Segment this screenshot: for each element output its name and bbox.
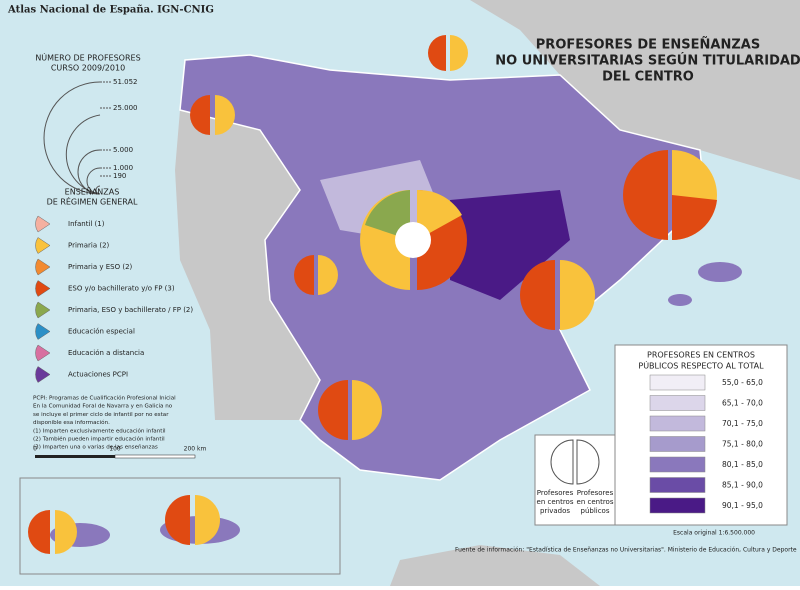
title-line: PROFESORES DE ENSEÑANZAS (536, 37, 760, 53)
size-label: 5.000 (113, 146, 133, 154)
pie-legend-label: Profesores (537, 489, 574, 497)
category-label: Educación especial (68, 328, 135, 336)
choropleth-label: 90,1 - 95,0 (722, 501, 763, 510)
choropleth-swatch (649, 436, 706, 452)
category-swatch (35, 323, 51, 340)
pies (28, 35, 717, 554)
pie-legend-label: Profesores (577, 489, 614, 497)
scale-label: 100 (109, 446, 121, 453)
category-legend-title: DE RÉGIMEN GENERAL (47, 196, 138, 207)
pie-legend-label: públicos (581, 507, 610, 515)
choropleth-swatch (649, 456, 706, 473)
choropleth-swatch (649, 497, 706, 514)
category-swatch (35, 237, 51, 254)
balearic (698, 262, 742, 282)
scale-label: 0 (33, 446, 37, 453)
category-swatch (35, 301, 51, 319)
size-label: 25.000 (113, 104, 138, 112)
notes: PCPI: Programas de Cualificación Profesi… (33, 395, 176, 451)
choropleth-swatch (649, 415, 706, 432)
choropleth-label: 70,1 - 75,0 (722, 419, 763, 428)
size-legend-title: NÚMERO DE PROFESORES (35, 52, 140, 63)
choropleth-title: PÚBLICOS RESPECTO AL TOTAL (638, 360, 764, 371)
pie-legend-left (550, 439, 574, 485)
category-label: ESO y/o bachillerato y/o FP (3) (68, 285, 175, 293)
category-label: Primaria, ESO y bachillerato / FP (2) (68, 306, 193, 314)
source: Fuente de información: "Estadística de E… (455, 547, 797, 554)
balearic (668, 294, 692, 306)
region-dark (450, 190, 570, 300)
category-label: Educación a distancia (68, 349, 144, 357)
note: se incluye el primer ciclo de infantil p… (33, 412, 169, 418)
pie-legend-box (534, 434, 616, 526)
choropleth-title: PROFESORES EN CENTROS (647, 351, 755, 360)
scale-bar (35, 454, 196, 459)
note: (2) También pueden impartir educación in… (33, 436, 165, 443)
category-swatch (35, 344, 51, 362)
choropleth-swatch (649, 477, 706, 493)
choropleth-label: 80,1 - 85,0 (722, 460, 763, 469)
size-label: 51.052 (113, 78, 138, 86)
portugal (175, 110, 320, 420)
scale-text: Escala original 1:6.500.000 (673, 530, 755, 537)
choropleth-swatch (649, 395, 706, 411)
choropleth-label: 55,0 - 65,0 (722, 378, 763, 387)
africa (390, 545, 600, 586)
note: disponible esa información. (33, 419, 110, 426)
size-legend-title: CURSO 2009/2010 (51, 64, 125, 73)
choropleth-label: 75,1 - 80,0 (722, 440, 763, 449)
category-swatch (35, 280, 51, 297)
pie-legend-label: en centros (577, 498, 614, 506)
title-line: NO UNIVERSITARIAS SEGÚN TITULARIDAD (495, 53, 800, 69)
category-legend-title: ENSEÑANZAS (65, 187, 120, 197)
pie-legend-label: en centros (537, 498, 574, 506)
category-swatch (35, 215, 51, 233)
credit: Atlas Nacional de España. IGN-CNIG (7, 5, 214, 16)
category-swatch (35, 366, 51, 383)
category-label: Primaria y ESO (2) (68, 263, 133, 271)
category-label: Infantil (1) (68, 220, 105, 228)
size-label: 190 (113, 172, 126, 180)
pie-legend-label: privados (540, 507, 570, 515)
choropleth-swatch (649, 374, 706, 391)
choropleth-label: 85,1 - 90,0 (722, 481, 763, 490)
france (470, 0, 800, 180)
note: (1) Imparten exclusivamente educación in… (33, 427, 166, 434)
category-label: Primaria (2) (68, 242, 110, 250)
scale-label: 200 km (184, 446, 207, 453)
note: En la Comunidad Foral de Navarra y en Ga… (33, 404, 173, 410)
pie-legend-right (576, 439, 600, 485)
category-swatch (35, 258, 51, 276)
scale-labels: 0 100 200 km (33, 446, 206, 453)
category-label: Actuaciones PCPI (68, 371, 128, 379)
note: (3) Imparten una o varias de las enseñan… (33, 445, 158, 451)
size-label: 1.000 (113, 164, 133, 172)
title-line: DEL CENTRO (602, 70, 694, 85)
note: PCPI: Programas de Cualificación Profesi… (33, 395, 176, 402)
choropleth-label: 65,1 - 70,0 (722, 399, 763, 408)
